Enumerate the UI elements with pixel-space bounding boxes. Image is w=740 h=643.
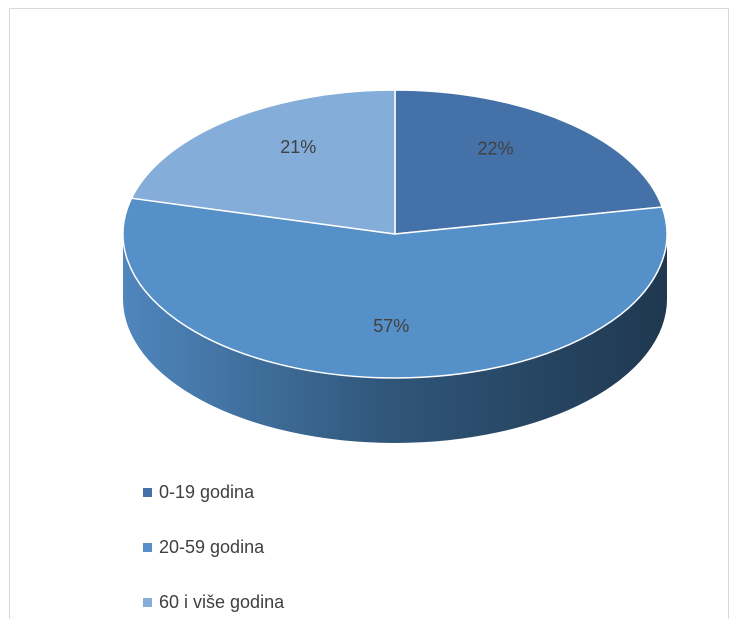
legend-item-20-59: 20-59 godina [143,533,284,561]
legend-label-20-59: 20-59 godina [159,537,265,557]
legend-swatch-20-59 [143,543,152,552]
legend-label-60-plus: 60 i više godina [159,592,285,612]
pie-top [122,89,668,379]
pie-labels: 22% 57% 21% [280,137,513,336]
legend-swatch-0-19 [143,488,152,497]
legend: 0-19 godina 20-59 godina 60 i više godin… [143,478,284,643]
data-label-60-plus: 21% [280,137,316,157]
pie-side-wall [123,234,667,443]
legend-swatch-60-plus [143,598,152,607]
slice-0-19 [394,89,664,235]
legend-item-60-plus: 60 i više godina [143,588,284,616]
slice-20-59 [122,197,668,379]
pie-side [123,234,667,443]
data-label-0-19: 22% [478,138,514,158]
data-label-20-59: 57% [373,316,409,336]
pie-chart: 22% 57% 21% [122,89,668,443]
slice-60-plus [130,89,396,235]
legend-label-0-19: 0-19 godina [159,482,255,502]
legend-item-0-19: 0-19 godina [143,478,284,506]
